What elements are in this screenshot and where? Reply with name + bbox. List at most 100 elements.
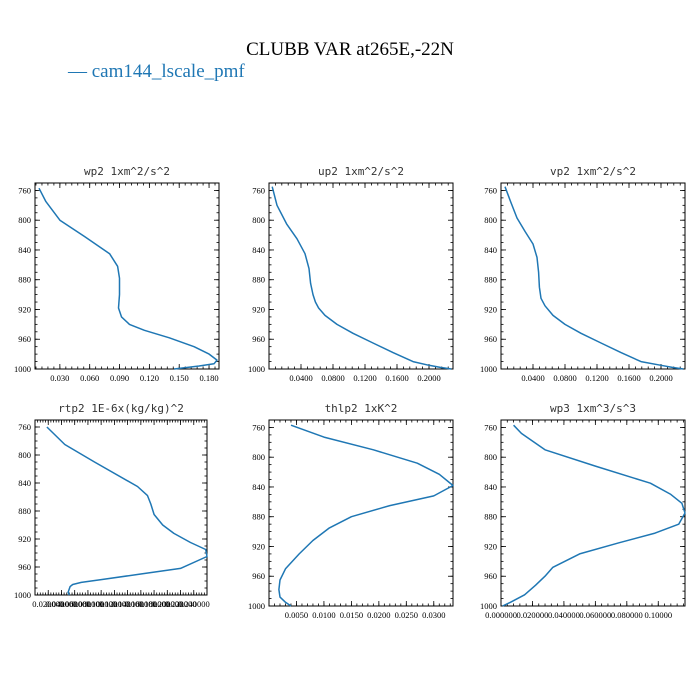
y-tick-label: 800: [252, 215, 265, 225]
y-tick-label: 840: [18, 478, 31, 488]
y-tick-label: 840: [484, 245, 497, 255]
y-tick-label: 880: [252, 512, 265, 522]
x-tick-label: 0.10000: [644, 610, 672, 620]
legend-dash: —: [67, 61, 92, 82]
legend-label: cam144_lscale_pmf: [92, 61, 246, 82]
series-line: [271, 186, 452, 370]
x-tick-label: 0.020000: [517, 610, 549, 620]
y-tick-label: 760: [484, 422, 497, 432]
y-tick-label: 960: [18, 334, 31, 344]
x-tick-label: 0.1600: [385, 373, 408, 383]
legend: — cam144_lscale_pmf: [67, 61, 245, 82]
y-tick-label: 1000: [480, 601, 497, 611]
y-tick-label: 880: [484, 275, 497, 285]
y-tick-label: 840: [18, 245, 31, 255]
y-tick-label: 800: [484, 452, 497, 462]
x-tick-label: 0.080000: [611, 610, 643, 620]
y-tick-label: 960: [252, 571, 265, 581]
y-tick-label: 920: [484, 541, 497, 551]
y-tick-label: 920: [484, 304, 497, 314]
x-tick-label: 0.2000: [649, 373, 672, 383]
y-tick-label: 1000: [14, 590, 31, 600]
x-tick-label: 0.2000: [417, 373, 440, 383]
panel-title: thlp2 1xK^2: [325, 402, 398, 415]
x-tick-label: 0.1200: [585, 373, 608, 383]
x-tick-label: 0.040000: [548, 610, 580, 620]
x-tick-label: 0.1600: [617, 373, 640, 383]
x-tick-label: 0.0400: [521, 373, 544, 383]
x-tick-label: 0.100000: [85, 599, 117, 609]
y-tick-label: 960: [18, 562, 31, 572]
x-tick-label: 0.200000: [151, 599, 183, 609]
x-tick-label: 0.0400: [289, 373, 312, 383]
x-tick-label: 0.030: [50, 373, 69, 383]
x-tick-label: 0.120000: [98, 599, 130, 609]
legend-entry: — cam144_lscale_pmf: [67, 61, 245, 82]
y-tick-label: 960: [484, 334, 497, 344]
x-tick-label: 0.060000: [59, 599, 91, 609]
panel-title: up2 1xm^2/s^2: [318, 165, 404, 178]
x-tick-label: 0.020000: [32, 599, 64, 609]
x-tick-label: 0.000000: [485, 610, 517, 620]
x-tick-label: 0.0250: [395, 610, 418, 620]
y-tick-label: 1000: [248, 364, 265, 374]
y-tick-label: 800: [18, 450, 31, 460]
panel-6: wp3 1xm^3/s^3 760 800 840 880 920 960 10000.000…: [480, 402, 686, 620]
x-tick-label: 0.0100: [312, 610, 335, 620]
y-tick-label: 880: [252, 275, 265, 285]
panel-2: up2 1xm^2/s^2 760 800 840 880 920 960 1000 0.040…: [248, 165, 454, 383]
y-tick-label: 760: [484, 185, 497, 195]
figure-title: CLUBB VAR at265E,-22N: [246, 39, 454, 60]
y-tick-label: 760: [252, 185, 265, 195]
plot-frame: [34, 419, 208, 596]
y-tick-label: 960: [252, 334, 265, 344]
y-tick-label: 880: [18, 275, 31, 285]
x-tick-label: 0.0150: [340, 610, 363, 620]
series-line: [502, 424, 686, 607]
panel-title: vp2 1xm^2/s^2: [550, 165, 636, 178]
y-tick-label: 760: [252, 422, 265, 432]
x-tick-label: 0.0200: [367, 610, 390, 620]
x-tick-label: 0.0800: [553, 373, 576, 383]
y-tick-label: 800: [252, 452, 265, 462]
x-tick-label: 0.150: [170, 373, 189, 383]
y-tick-label: 800: [484, 215, 497, 225]
x-tick-label: 0.120: [140, 373, 159, 383]
x-tick-label: 0.160000: [125, 599, 157, 609]
y-tick-label: 1000: [480, 364, 497, 374]
y-tick-label: 920: [252, 541, 265, 551]
panels: wp2 1xm^2/s^2 760 800 840 880 920 960 1000 0.030…: [14, 165, 686, 620]
panel-1: wp2 1xm^2/s^2 760 800 840 880 920 960 1000 0.030…: [14, 165, 220, 383]
x-tick-label: 0.060000: [579, 610, 611, 620]
panel-title: rtp2 1E-6x(kg/kg)^2: [58, 402, 184, 415]
y-tick-label: 1000: [14, 364, 31, 374]
plot-frame: [268, 419, 454, 607]
series-line: [38, 187, 218, 370]
y-tick-label: 1000: [248, 601, 265, 611]
panel-3: vp2 1xm^2/s^2 760 800 840 880 920 960 1000 0.040…: [480, 165, 686, 383]
x-tick-label: 0.220000: [165, 599, 197, 609]
y-tick-label: 800: [18, 215, 31, 225]
x-tick-label: 0.040000: [46, 599, 78, 609]
x-tick-label: 0.0300: [422, 610, 445, 620]
x-tick-label: 0.240000: [178, 599, 210, 609]
panel-4: rtp2 1E-6x(kg/kg)^2 760 800 840 880 920 960 100…: [14, 402, 210, 609]
x-tick-label: 0.1200: [353, 373, 376, 383]
x-tick-label: 0.180: [199, 373, 218, 383]
y-tick-label: 840: [252, 245, 265, 255]
y-tick-label: 920: [252, 304, 265, 314]
x-tick-label: 0.080000: [72, 599, 104, 609]
y-tick-label: 880: [484, 512, 497, 522]
y-tick-label: 760: [18, 422, 31, 432]
panel-title: wp3 1xm^3/s^3: [550, 402, 636, 415]
series-line: [504, 186, 684, 370]
x-tick-label: 0.060: [80, 373, 99, 383]
y-tick-label: 920: [18, 534, 31, 544]
y-tick-label: 840: [252, 482, 265, 492]
series-line: [46, 426, 208, 596]
y-tick-label: 760: [18, 185, 31, 195]
series-line: [278, 424, 454, 607]
plot-frame: [500, 419, 686, 607]
y-tick-label: 840: [484, 482, 497, 492]
